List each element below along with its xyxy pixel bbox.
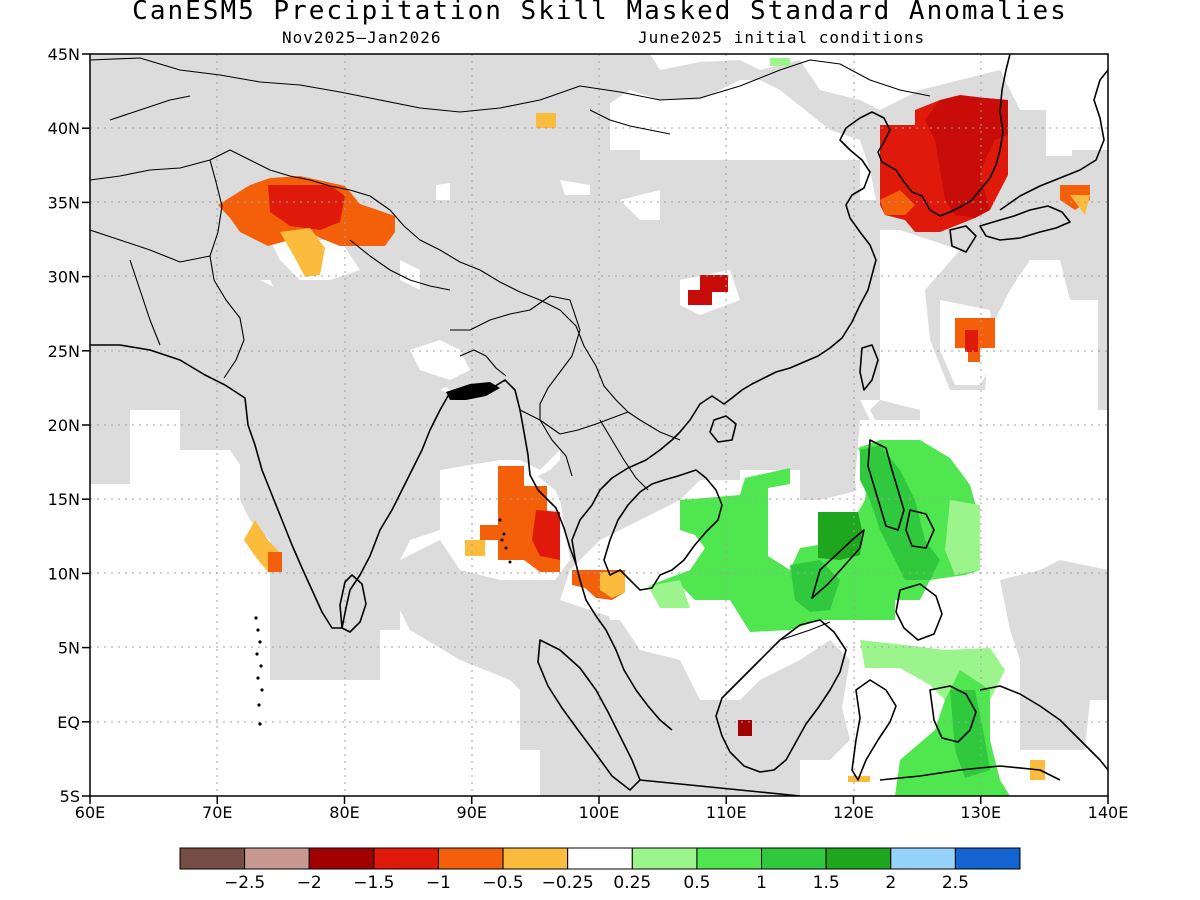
colorbar-label: −0.5 (482, 873, 523, 893)
y-axis: 45N 40N 35N 30N 25N 20N 15N 10N 5N EQ 5S (48, 45, 90, 806)
x-tick-label: 70E (202, 803, 232, 822)
x-tick-label: 130E (960, 803, 1001, 822)
y-tick-label: 40N (48, 119, 80, 138)
x-tick-label: 110E (706, 803, 747, 822)
x-tick-label: 140E (1088, 803, 1129, 822)
x-tick-label: 90E (457, 803, 487, 822)
y-tick-label: 5N (58, 639, 80, 658)
country-borders (90, 57, 931, 641)
anomaly-andaman-core (532, 510, 560, 560)
colorbar-swatch (954, 847, 1021, 870)
colorbar-label: 2 (885, 873, 896, 893)
colorbar-label: 0.25 (613, 873, 651, 893)
colorbar-swatch (567, 847, 633, 870)
colorbar-label: −1 (426, 873, 451, 893)
colorbar-label: 2.5 (942, 873, 969, 893)
y-tick-label: 5S (60, 787, 80, 806)
anomaly-sw-india-core (268, 552, 282, 572)
colorbar-label: −2 (297, 873, 322, 893)
colorbar-swatch (179, 847, 246, 870)
colorbar-swatch (890, 847, 956, 870)
anomaly-yellow-sea (880, 190, 915, 215)
colorbar-swatch (373, 847, 439, 870)
anomaly-philippines-core (818, 512, 862, 560)
colorbar-label: 1.5 (813, 873, 840, 893)
anomaly-north (770, 58, 790, 66)
islands (254, 382, 512, 726)
colorbar-swatch (631, 847, 698, 870)
y-tick-label: 30N (48, 268, 80, 287)
anomaly-gulf-thailand-weak (600, 572, 625, 598)
anomaly-bay-weak (465, 540, 485, 556)
anomaly-east-philippines (945, 500, 980, 575)
colorbar-swatch (825, 847, 892, 870)
colorbar-swatch (761, 847, 827, 870)
y-tick-label: 35N (48, 193, 80, 212)
coastlines (90, 54, 1108, 796)
anomaly-punjab (280, 228, 325, 277)
anomaly-kashmir-core (268, 185, 345, 230)
y-tick-label: 20N (48, 416, 80, 435)
map-title: CanESM5 Precipitation Skill Masked Stand… (132, 0, 1068, 26)
y-tick-label: 45N (48, 45, 80, 64)
anomaly-mongolia (536, 113, 556, 128)
colorbar-swatch (308, 847, 375, 870)
anomaly-philippines (860, 445, 940, 580)
y-tick-label: EQ (57, 713, 80, 732)
anomaly-central-china (688, 275, 728, 305)
y-tick-label: 15N (48, 490, 80, 509)
x-tick-label: 120E (833, 803, 874, 822)
colorbar-swatch (244, 847, 310, 870)
x-axis: 60E 70E 80E 90E 100E 110E 120E 130E 140E (75, 796, 1129, 822)
colorbar-swatch (437, 847, 504, 870)
x-tick-label: 60E (75, 803, 105, 822)
y-tick-label: 10N (48, 564, 80, 583)
x-tick-label: 100E (579, 803, 620, 822)
anomaly-maluku (950, 690, 990, 778)
anomaly-japan-weak (1070, 195, 1090, 215)
map-plot-area (90, 54, 1108, 796)
colorbar-label: 1 (756, 873, 767, 893)
colorbar-label: −0.25 (542, 873, 594, 893)
forecast-period: Nov2025–Jan2026 (282, 28, 442, 47)
initial-conditions: June2025 initial conditions (638, 28, 926, 47)
anomaly-korea-core (925, 95, 1008, 218)
colorbar-label: 0.5 (683, 873, 710, 893)
anomaly-borneo (738, 720, 752, 736)
colorbar-swatch (696, 847, 763, 870)
anomaly-vietnam-weak (648, 580, 690, 608)
colorbar: −2.5 −2 −1.5 −1 −0.5 −0.25 0.25 0.5 1 1.5 2 2.5 (179, 847, 1021, 893)
colorbar-label: −2.5 (224, 873, 265, 893)
x-tick-label: 80E (329, 803, 359, 822)
anomaly-ryukyu-core (965, 330, 978, 352)
colorbar-label: −1.5 (353, 873, 394, 893)
colorbar-swatch (502, 847, 569, 870)
gridlines (90, 54, 1108, 796)
y-tick-label: 25N (48, 342, 80, 361)
